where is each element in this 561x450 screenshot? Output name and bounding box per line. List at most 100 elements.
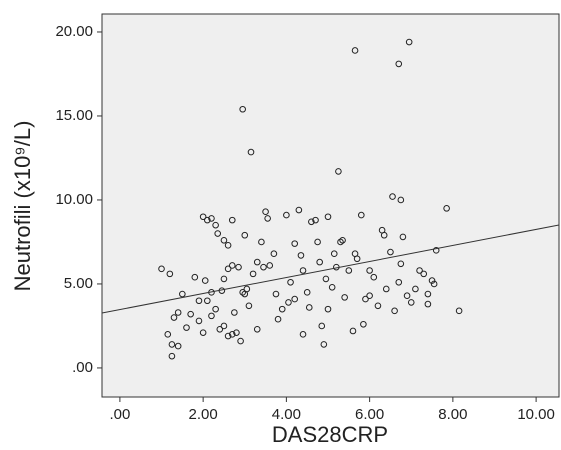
- point: [179, 290, 186, 298]
- point: [262, 208, 269, 216]
- point: [407, 299, 415, 306]
- point: [287, 278, 294, 286]
- point: [285, 299, 292, 306]
- point: [370, 273, 378, 281]
- point: [382, 285, 390, 293]
- point: [241, 231, 249, 239]
- point: [324, 213, 332, 221]
- plot-area: [101, 13, 560, 398]
- point: [204, 216, 211, 224]
- point: [341, 294, 348, 301]
- point: [397, 260, 405, 268]
- point: [308, 218, 315, 226]
- point: [158, 265, 165, 273]
- x-tick-label: 8.00: [438, 406, 467, 423]
- point: [380, 231, 388, 239]
- point: [253, 258, 261, 266]
- point: [239, 105, 246, 113]
- point: [389, 193, 396, 200]
- point: [305, 304, 313, 311]
- point: [191, 273, 199, 281]
- point: [274, 315, 282, 323]
- point: [330, 250, 338, 258]
- point: [337, 238, 344, 246]
- point: [212, 221, 219, 229]
- point: [233, 329, 240, 336]
- point: [228, 216, 236, 224]
- point: [164, 331, 172, 338]
- point: [235, 263, 242, 271]
- y-axis-title: Neutrofili (x10⁹/L): [10, 121, 35, 292]
- point: [366, 292, 373, 300]
- point: [351, 47, 359, 54]
- x-tick-label: 10.00: [517, 406, 555, 423]
- point: [228, 331, 236, 338]
- point: [403, 292, 411, 300]
- y-tick-label: 15.00: [55, 107, 93, 124]
- point: [264, 215, 271, 222]
- point: [201, 277, 209, 284]
- point: [260, 263, 267, 271]
- point: [170, 314, 178, 321]
- point: [231, 309, 238, 316]
- point: [322, 275, 330, 283]
- point: [320, 341, 328, 348]
- y-tick-label: 5.00: [64, 275, 93, 292]
- point: [168, 341, 176, 348]
- point: [249, 270, 257, 278]
- x-tick-label: .00: [109, 406, 130, 423]
- point: [395, 60, 403, 68]
- point: [212, 305, 219, 313]
- point: [270, 250, 278, 258]
- point: [312, 216, 319, 224]
- point: [424, 300, 432, 308]
- point: [420, 270, 428, 278]
- point: [216, 326, 224, 333]
- point: [253, 326, 261, 333]
- point: [220, 322, 228, 330]
- point: [412, 285, 419, 293]
- y-tick-label: 10.00: [55, 191, 93, 208]
- y-tick-label: 20.00: [55, 23, 93, 40]
- point: [283, 211, 290, 219]
- point: [345, 267, 353, 274]
- point: [208, 215, 215, 222]
- point: [391, 307, 398, 315]
- point: [199, 329, 207, 336]
- point: [187, 310, 194, 318]
- point: [455, 307, 463, 315]
- point: [360, 320, 367, 328]
- point: [324, 305, 332, 313]
- point: [208, 312, 215, 320]
- point: [424, 290, 432, 298]
- point: [303, 289, 311, 296]
- point: [220, 236, 228, 244]
- point: [297, 252, 305, 259]
- point: [243, 285, 251, 293]
- point: [295, 206, 303, 214]
- point: [430, 280, 438, 288]
- point: [339, 236, 346, 244]
- point: [399, 233, 407, 241]
- point: [195, 297, 203, 305]
- point: [239, 289, 246, 296]
- point: [266, 262, 274, 269]
- x-axis-title: DAS28CRP: [272, 422, 388, 447]
- point: [258, 238, 265, 246]
- point: [387, 248, 394, 256]
- point: [428, 277, 436, 284]
- point: [278, 305, 286, 313]
- x-tick-label: 4.00: [272, 406, 301, 423]
- point: [291, 240, 299, 247]
- point: [199, 213, 207, 221]
- point: [204, 297, 211, 305]
- point: [395, 278, 403, 286]
- point: [318, 322, 326, 330]
- point: [166, 270, 174, 278]
- point: [224, 242, 232, 249]
- point: [291, 295, 299, 303]
- point: [416, 267, 423, 274]
- y-tick-label: .00: [72, 359, 93, 376]
- point: [328, 284, 336, 291]
